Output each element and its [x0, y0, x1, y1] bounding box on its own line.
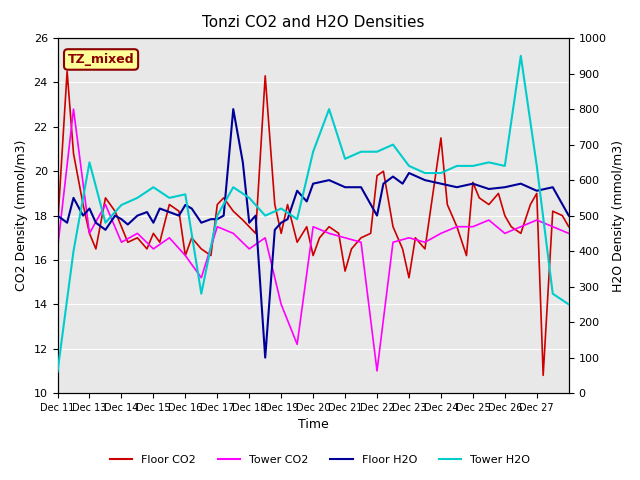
X-axis label: Time: Time — [298, 419, 328, 432]
Y-axis label: CO2 Density (mmol/m3): CO2 Density (mmol/m3) — [15, 140, 28, 291]
Legend: Floor CO2, Tower CO2, Floor H2O, Tower H2O: Floor CO2, Tower CO2, Floor H2O, Tower H… — [105, 451, 535, 469]
Y-axis label: H2O Density (mmol/m3): H2O Density (mmol/m3) — [612, 140, 625, 292]
Text: TZ_mixed: TZ_mixed — [68, 53, 134, 66]
Title: Tonzi CO2 and H2O Densities: Tonzi CO2 and H2O Densities — [202, 15, 424, 30]
